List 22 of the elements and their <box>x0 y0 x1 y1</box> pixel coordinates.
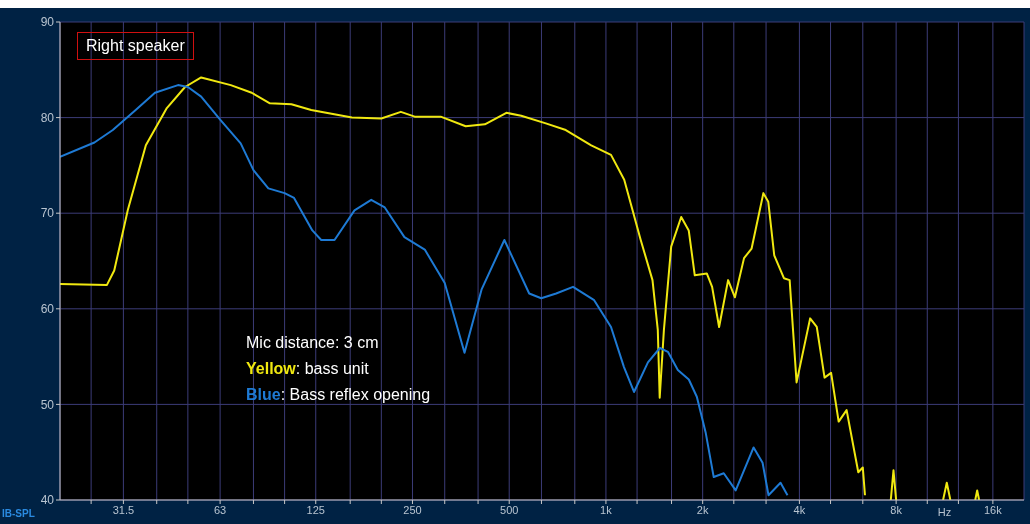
x-tick-label: 1k <box>600 503 613 516</box>
x-tick-label: 250 <box>403 503 422 516</box>
y-tick-label: 60 <box>40 302 55 317</box>
x-tick-label: 2k <box>696 503 709 516</box>
x-tick-label: 31.5 <box>112 503 135 516</box>
y-tick-label: 90 <box>40 15 55 30</box>
annotation: Blue: Bass reflex opening <box>246 386 431 403</box>
y-axis-title: IB-SPL <box>2 508 35 519</box>
y-tick-label: 50 <box>40 397 55 412</box>
x-tick-label: 4k <box>793 503 806 516</box>
x-axis-title: Hz <box>936 506 953 518</box>
x-tick-label: 16k <box>983 503 1003 516</box>
x-tick-label: 125 <box>306 503 325 516</box>
annotation: Mic distance: 3 cm <box>246 334 379 351</box>
y-tick-label: 70 <box>40 206 55 221</box>
annotation: Yellow: bass unit <box>246 360 369 377</box>
y-tick-label: 40 <box>40 493 55 508</box>
x-tick-label: 8k <box>890 503 903 516</box>
y-tick-label: 80 <box>40 110 55 125</box>
x-tick-label: 500 <box>500 503 519 516</box>
annotation: Right speaker <box>77 32 194 60</box>
x-tick-label: 63 <box>214 503 227 516</box>
